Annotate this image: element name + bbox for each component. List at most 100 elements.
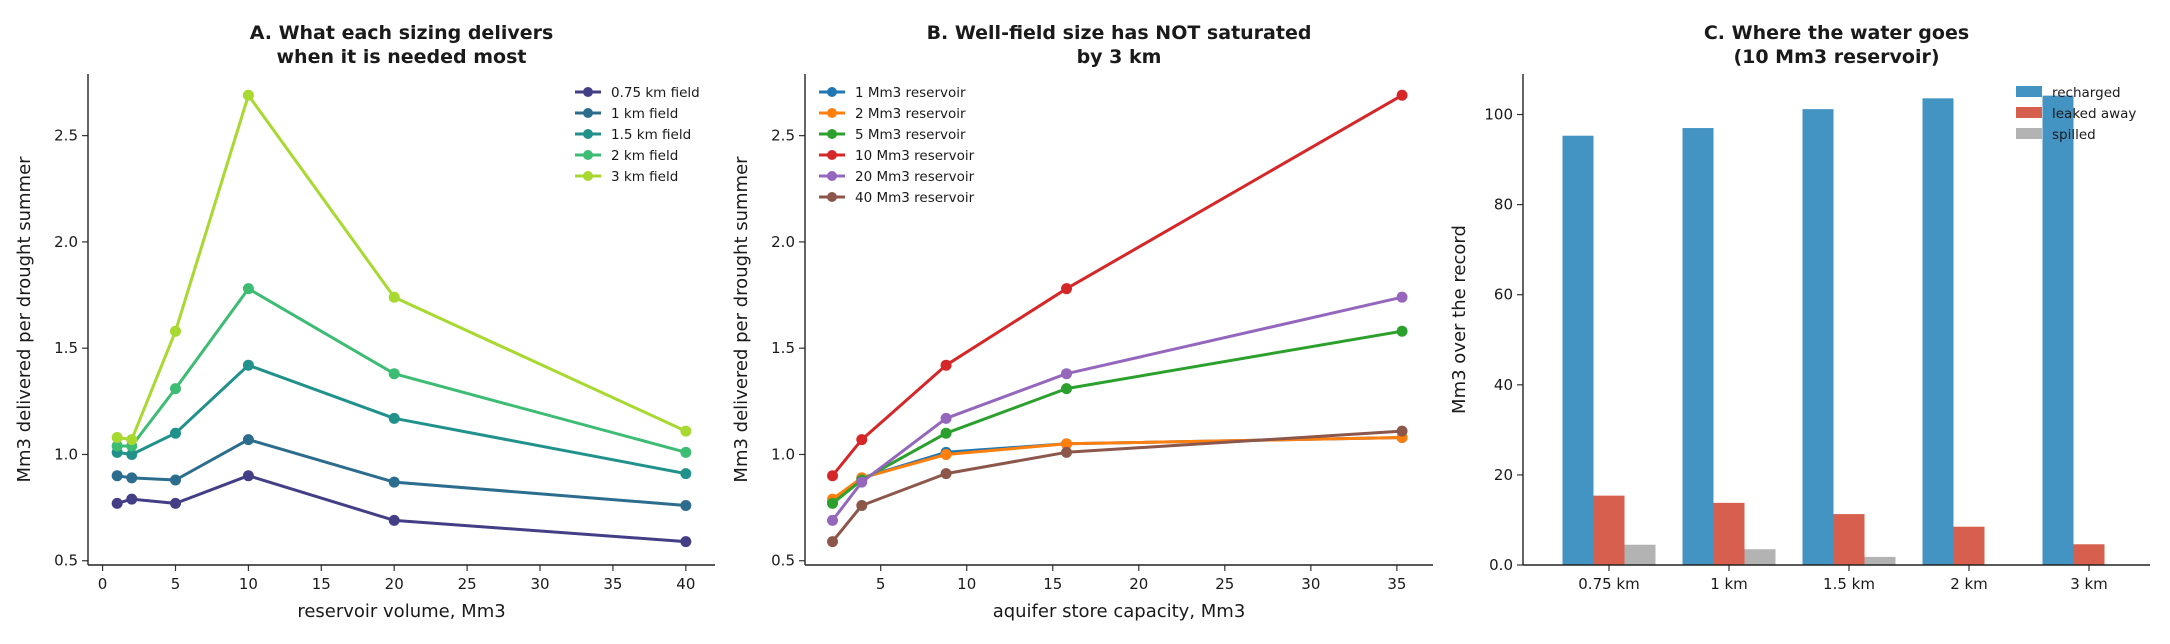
- data-point: [680, 536, 692, 548]
- legend-entry: leaked away: [2016, 106, 2136, 122]
- x-axis-label: aquifer store capacity, Mm3: [993, 601, 1246, 622]
- data-point: [940, 359, 952, 371]
- data-point: [126, 472, 138, 484]
- legend-entry: 1 Mm3 reservoir: [819, 85, 966, 101]
- data-point: [940, 468, 952, 480]
- y-tick-label: 2.5: [771, 127, 795, 145]
- bar-recharged: [1682, 128, 1714, 565]
- legend-marker: [583, 108, 593, 118]
- data-point: [1396, 89, 1408, 101]
- legend-label: recharged: [2052, 85, 2121, 101]
- data-point: [1396, 325, 1408, 337]
- x-tick-label: 20: [1129, 575, 1148, 593]
- legend-swatch: [2016, 86, 2042, 97]
- y-tick-label: 1.5: [54, 339, 78, 357]
- data-point: [169, 474, 181, 486]
- series-1-km-field: [111, 434, 692, 511]
- legend-marker: [827, 108, 837, 118]
- bar-spilled: [1624, 544, 1656, 565]
- y-axis-label: Mm3 delivered per drought summer: [731, 156, 752, 483]
- legend-label: 1 km field: [611, 106, 678, 122]
- data-point: [1061, 368, 1073, 380]
- data-point: [856, 476, 868, 488]
- legend-entry: 20 Mm3 reservoir: [819, 169, 975, 185]
- data-point: [940, 448, 952, 460]
- bar-leaked-away: [1953, 526, 1985, 565]
- legend-marker: [583, 150, 593, 160]
- data-point: [1396, 291, 1408, 303]
- bar-leaked-away: [1713, 502, 1745, 565]
- data-point: [388, 368, 400, 380]
- data-point: [680, 446, 692, 458]
- data-point: [126, 493, 138, 505]
- data-point: [169, 325, 181, 337]
- data-point: [126, 434, 138, 446]
- chart-title: B. Well-field size has NOT saturated: [927, 22, 1312, 44]
- data-point: [1396, 425, 1408, 437]
- data-point: [856, 434, 868, 446]
- x-tick-label: 35: [1387, 575, 1406, 593]
- data-point: [388, 514, 400, 526]
- data-point: [940, 427, 952, 439]
- y-tick-label: 1.0: [54, 445, 78, 463]
- data-point: [827, 497, 839, 509]
- legend-marker: [583, 171, 593, 181]
- x-tick-label: 15: [1043, 575, 1062, 593]
- legend-marker: [583, 129, 593, 139]
- legend-label: 1 Mm3 reservoir: [855, 85, 966, 101]
- legend-entry: 2 Mm3 reservoir: [819, 106, 966, 122]
- x-tick-label: 35: [603, 575, 622, 593]
- data-point: [388, 476, 400, 488]
- data-point: [169, 497, 181, 509]
- series-line: [116, 93, 687, 442]
- y-tick-label: 40: [1494, 376, 1513, 394]
- data-point: [388, 291, 400, 303]
- data-point: [126, 448, 138, 460]
- data-point: [827, 536, 839, 548]
- x-tick-label: 25: [1215, 575, 1234, 593]
- legend-label: 3 km field: [611, 169, 678, 185]
- bar-recharged: [2042, 95, 2074, 566]
- bar-leaked-away: [1593, 495, 1625, 565]
- x-tick-label: 10: [239, 575, 258, 593]
- legend-marker: [827, 129, 837, 139]
- data-point: [680, 425, 692, 437]
- y-tick-label: 0.0: [1489, 556, 1513, 574]
- legend-entry: 3 km field: [575, 169, 678, 185]
- legend-entry: 0.75 km field: [575, 85, 700, 101]
- legend-label: 1.5 km field: [611, 127, 691, 143]
- data-point: [856, 499, 868, 511]
- series-40-mm3-reservoir: [827, 425, 1408, 548]
- series-1.5-km-field: [111, 359, 692, 480]
- data-point: [242, 359, 254, 371]
- y-tick-label: 1.0: [771, 445, 795, 463]
- bar-spilled: [1864, 556, 1896, 565]
- y-tick-label: 20: [1494, 466, 1513, 484]
- series-line: [831, 295, 1403, 522]
- y-tick-label: 1.5: [771, 339, 795, 357]
- series-20-mm3-reservoir: [827, 291, 1408, 526]
- x-tick-label: 15: [312, 575, 331, 593]
- legend-swatch: [2016, 128, 2042, 139]
- series-2-km-field: [111, 283, 692, 458]
- series-line: [117, 287, 687, 454]
- legend-label: leaked away: [2052, 106, 2136, 122]
- y-tick-label: 100: [1484, 106, 1513, 124]
- legend-marker: [827, 150, 837, 160]
- legend-label: 40 Mm3 reservoir: [855, 190, 975, 206]
- bar-leaked-away: [2073, 544, 2105, 565]
- x-tick-label: 10: [957, 575, 976, 593]
- bar-recharged: [1802, 109, 1834, 566]
- series-5-mm3-reservoir: [827, 325, 1408, 509]
- series-line: [831, 436, 1403, 503]
- legend-entry: 1.5 km field: [575, 127, 691, 143]
- legend-entry: recharged: [2016, 85, 2121, 101]
- bar-leaked-away: [1833, 514, 1865, 565]
- x-tick-label: 5: [171, 575, 181, 593]
- data-point: [111, 497, 123, 509]
- data-point: [1061, 438, 1073, 450]
- y-tick-label: 80: [1494, 196, 1513, 214]
- chart-panel-c: C. Where the water goes(10 Mm3 reservoir…: [1449, 22, 2150, 593]
- series-10-mm3-reservoir: [827, 89, 1408, 482]
